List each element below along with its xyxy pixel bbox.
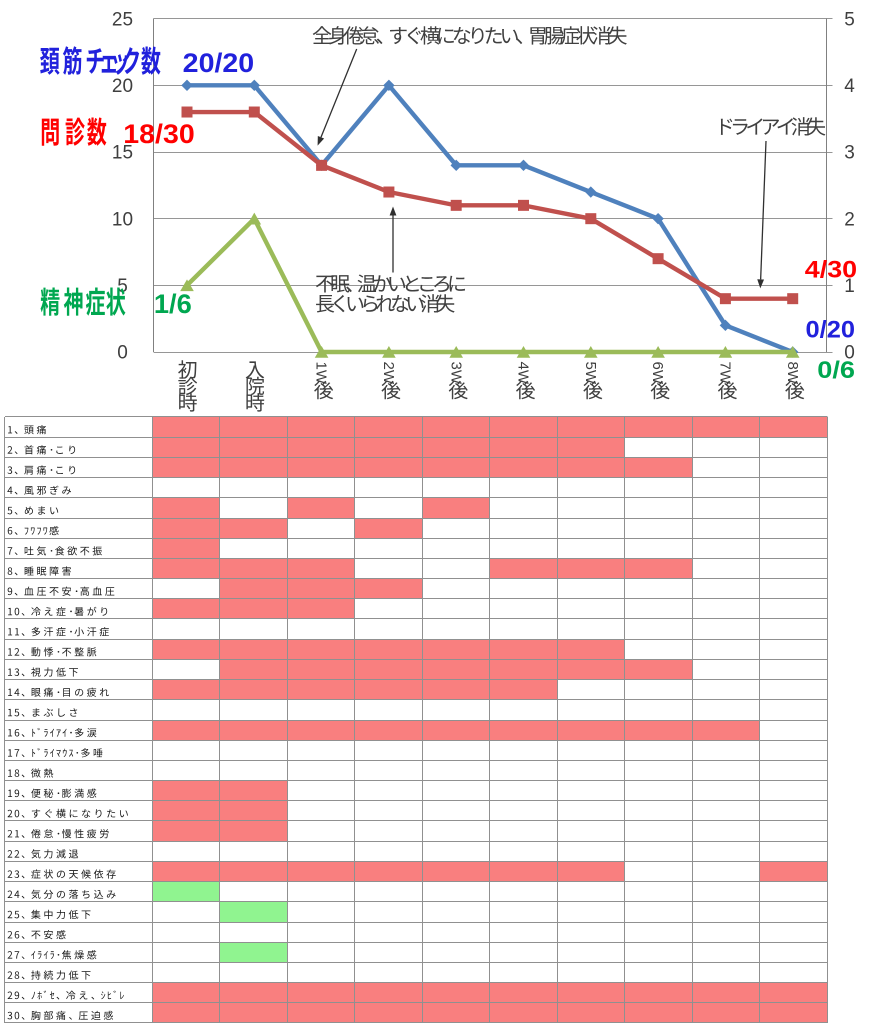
svg-text:2W: 2W <box>380 362 397 385</box>
svg-text:7W: 7W <box>717 362 734 385</box>
svg-text:20: 20 <box>112 76 133 97</box>
svg-text:4W: 4W <box>515 362 532 385</box>
svg-text:1/6: 1/6 <box>154 289 192 319</box>
svg-text:8W: 8W <box>784 362 801 385</box>
svg-text:5: 5 <box>117 276 128 297</box>
svg-text:0/6: 0/6 <box>817 357 855 384</box>
svg-text:18/30: 18/30 <box>123 119 194 149</box>
svg-text:3: 3 <box>844 143 855 164</box>
svg-text:4/30: 4/30 <box>805 257 857 284</box>
svg-text:25: 25 <box>112 9 133 30</box>
svg-text:20/20: 20/20 <box>183 48 255 78</box>
svg-text:5: 5 <box>844 9 855 30</box>
svg-text:0: 0 <box>117 343 128 364</box>
svg-text:15: 15 <box>112 143 133 164</box>
svg-text:0/20: 0/20 <box>806 317 856 344</box>
svg-text:1W: 1W <box>313 362 330 385</box>
svg-text:5W: 5W <box>582 362 599 385</box>
svg-text:10: 10 <box>112 209 133 230</box>
svg-text:6W: 6W <box>649 362 666 385</box>
svg-text:1: 1 <box>844 276 855 297</box>
svg-text:0: 0 <box>844 343 855 364</box>
svg-text:4: 4 <box>844 76 855 97</box>
svg-text:3W: 3W <box>447 362 464 385</box>
svg-text:2: 2 <box>844 209 855 230</box>
